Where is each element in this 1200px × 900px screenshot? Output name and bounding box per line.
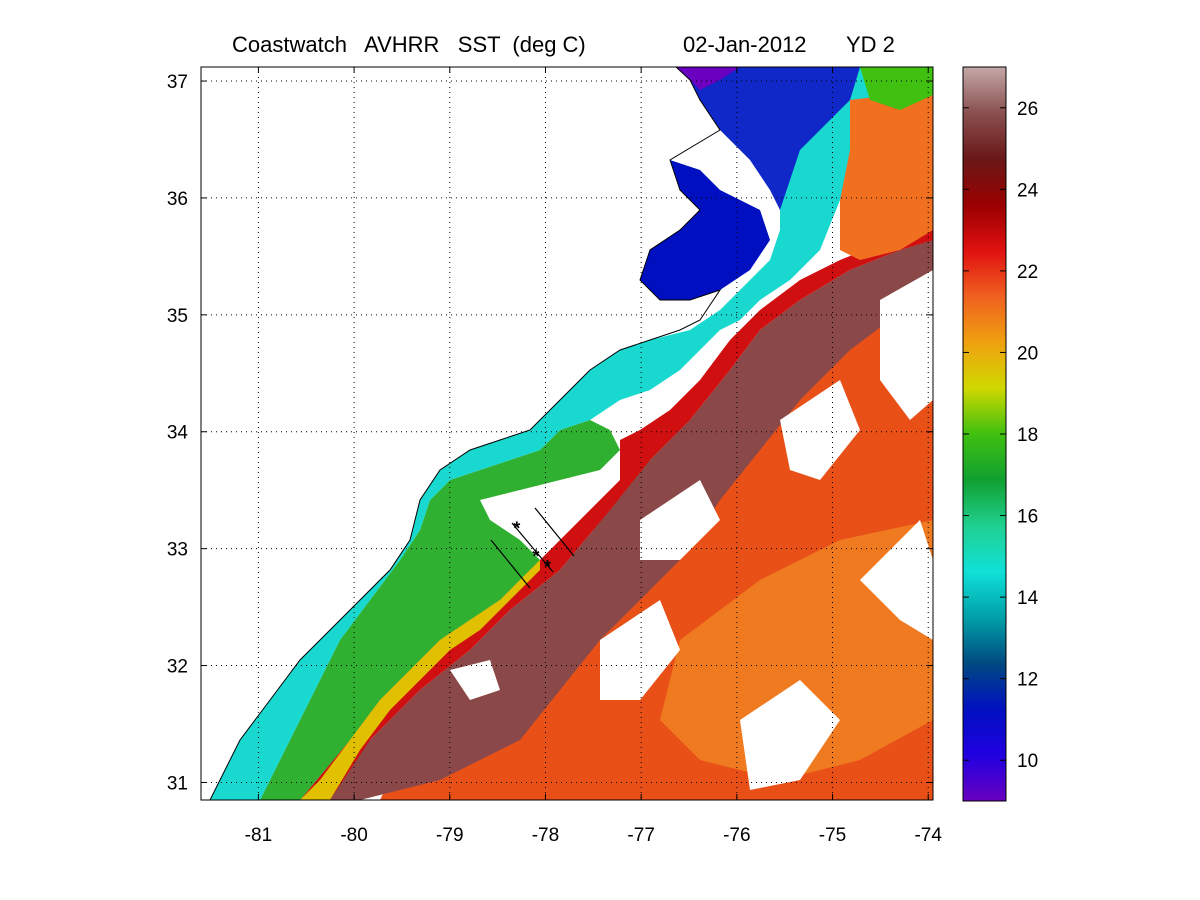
offshore-orange-patch <box>660 520 933 780</box>
gridlines <box>201 67 933 800</box>
transect-line-2 <box>511 522 554 573</box>
longitude-axis: -81 -80 -79 -78 -77 -76 -75 -74 <box>245 67 942 846</box>
transect-line-1 <box>490 539 531 589</box>
gulf-stream-core <box>310 240 933 800</box>
lon-tick-label: -76 <box>723 825 750 846</box>
colorbar-tick-label: 20 <box>1017 343 1038 364</box>
cloud-mask-5 <box>740 680 840 790</box>
latitude-axis: 31 32 33 34 35 36 37 <box>167 72 933 794</box>
lat-tick-label: 33 <box>167 540 188 561</box>
transect-marker: * <box>513 519 520 539</box>
colorbar <box>962 66 1007 802</box>
colorbar-tick-label: 22 <box>1017 262 1038 283</box>
lon-tick-label: -77 <box>627 825 654 846</box>
title-svg: Coastwatch AVHRR SST (deg C) 02-Jan-2012… <box>232 32 895 57</box>
colorbar-tick-label: 24 <box>1017 180 1039 201</box>
lat-tick-label: 32 <box>167 657 188 678</box>
transect-markers: *** <box>513 519 551 578</box>
transect-marker: * <box>544 557 551 577</box>
lat-tick-label: 35 <box>167 306 188 327</box>
title-bar: Coastwatch AVHRR SST (deg C) 02-Jan-2012… <box>0 30 1200 60</box>
date-label: 02-Jan-2012 <box>683 32 807 57</box>
shelf-green-band <box>260 420 620 800</box>
colorbar-tick-label: 10 <box>1017 751 1038 772</box>
cloud-mask-7 <box>450 660 500 700</box>
transect-line-3 <box>534 507 575 557</box>
colorbar-ticks: 10 12 14 16 18 20 22 24 26 <box>963 99 1039 772</box>
lon-tick-label: -79 <box>436 825 463 846</box>
northern-purple-water <box>676 67 740 90</box>
colorbar-tick-label: 18 <box>1017 425 1038 446</box>
transect-marker: * <box>532 547 539 567</box>
map-frame <box>200 66 934 801</box>
northern-cold-water <box>680 67 860 210</box>
land-mass <box>201 67 722 800</box>
lat-tick-label: 31 <box>167 773 188 794</box>
pamlico-cold-water <box>640 160 770 300</box>
cloud-mask-3 <box>640 480 720 560</box>
shelf-yellow-fringe <box>300 560 540 800</box>
colorbar-tick-label: 26 <box>1017 99 1038 120</box>
lon-tick-label: -74 <box>914 825 942 846</box>
sst-field: *** <box>201 67 933 800</box>
cloud-mask-6 <box>860 520 933 640</box>
lon-tick-label: -78 <box>532 825 559 846</box>
northeast-warm-patch <box>840 90 933 260</box>
lat-tick-label: 36 <box>167 189 188 210</box>
colorbar-tick-label: 14 <box>1017 588 1039 609</box>
gulf-stream-edge <box>300 230 933 800</box>
northeast-green-patch <box>860 67 933 110</box>
product-title: Coastwatch AVHRR SST (deg C) <box>232 32 586 57</box>
nearshore-cyan-band <box>210 67 890 800</box>
lon-tick-label: -75 <box>819 825 846 846</box>
colorbar-tick-label: 16 <box>1017 507 1038 528</box>
lon-tick-label: -80 <box>340 825 367 846</box>
lon-tick-label: -81 <box>245 825 272 846</box>
lat-tick-label: 37 <box>167 72 188 93</box>
cloud-mask-1 <box>880 270 933 420</box>
cloud-mask-4 <box>600 600 680 700</box>
colorbar-tick-label: 12 <box>1017 670 1038 691</box>
lat-tick-label: 34 <box>167 423 189 444</box>
yearday-label: YD 2 <box>846 32 895 57</box>
cloud-mask-2 <box>780 380 860 480</box>
